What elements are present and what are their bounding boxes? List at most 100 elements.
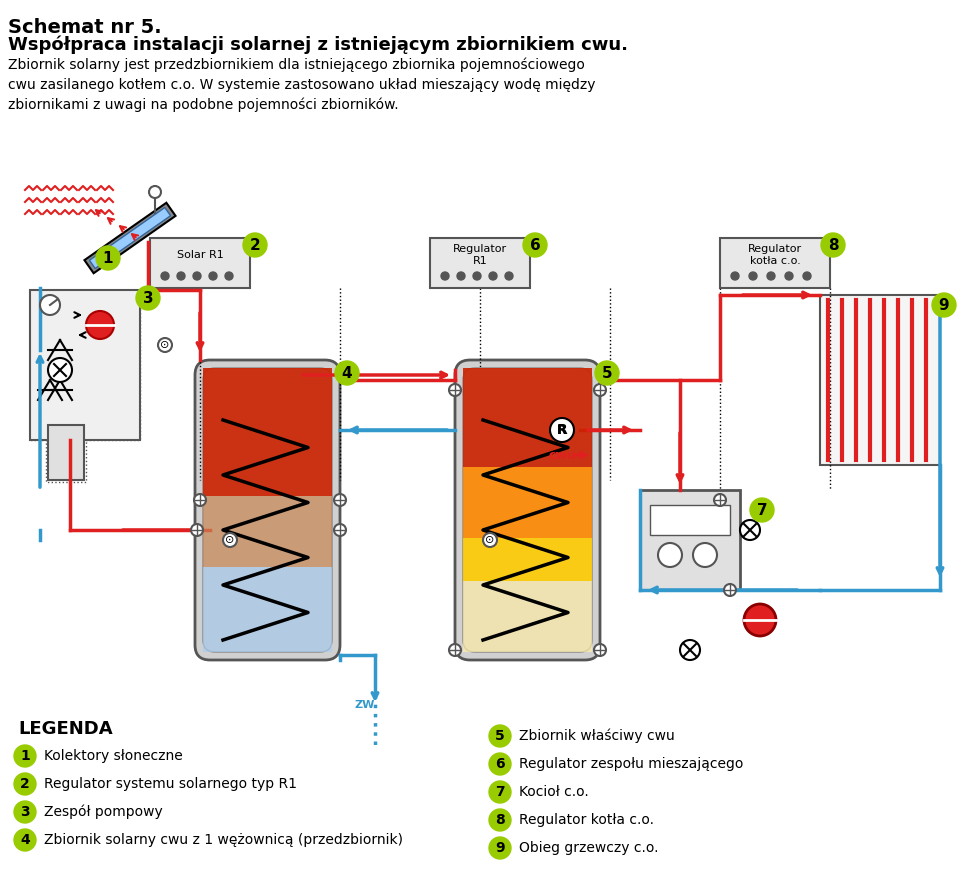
Bar	[30, 290, 140, 440]
Circle shape	[658, 543, 682, 567]
Bar	[203, 368, 332, 652]
Text: Regulator zespołu mieszającego: Regulator zespołu mieszającego	[519, 757, 743, 771]
Circle shape	[209, 272, 217, 280]
Circle shape	[14, 773, 36, 795]
FancyBboxPatch shape	[203, 368, 332, 652]
Circle shape	[223, 533, 237, 547]
Circle shape	[489, 272, 497, 280]
Circle shape	[243, 233, 267, 257]
Circle shape	[595, 361, 619, 385]
Circle shape	[750, 498, 774, 522]
Text: 8: 8	[828, 238, 838, 253]
Circle shape	[489, 837, 511, 859]
Text: Zbiornik solarny cwu z 1 wężownicą (przedzbiornik): Zbiornik solarny cwu z 1 wężownicą (prze…	[44, 833, 403, 847]
Text: R: R	[557, 423, 566, 436]
Circle shape	[193, 272, 201, 280]
Text: 2: 2	[20, 777, 30, 791]
Text: Zbiornik właściwy cwu: Zbiornik właściwy cwu	[519, 729, 675, 743]
Circle shape	[594, 384, 606, 396]
Circle shape	[449, 644, 461, 656]
Circle shape	[473, 272, 481, 280]
Text: Kolektory słoneczne: Kolektory słoneczne	[44, 749, 182, 763]
Circle shape	[550, 418, 574, 442]
Text: 1: 1	[20, 749, 30, 763]
Circle shape	[505, 272, 513, 280]
Bar	[640, 490, 740, 590]
Text: Zbiornik solarny jest przedzbiornikiem dla istniejącego zbiornika pojemnościoweg: Zbiornik solarny jest przedzbiornikiem d…	[8, 58, 595, 112]
Circle shape	[714, 494, 726, 506]
Text: Współpraca instalacji solarnej z istniejącym zbiornikiem cwu.: Współpraca instalacji solarnej z istniej…	[8, 36, 628, 55]
FancyBboxPatch shape	[195, 360, 340, 660]
Text: ⊙: ⊙	[160, 340, 170, 350]
Text: ⊙: ⊙	[226, 535, 234, 545]
Text: Regulator systemu solarnego typ R1: Regulator systemu solarnego typ R1	[44, 777, 297, 791]
Text: Regulator
kotła c.o.: Regulator kotła c.o.	[748, 244, 802, 266]
Circle shape	[932, 293, 956, 317]
Circle shape	[767, 272, 775, 280]
Bar	[720, 238, 830, 288]
Circle shape	[489, 725, 511, 747]
Circle shape	[821, 233, 845, 257]
Bar	[463, 468, 592, 538]
Circle shape	[449, 384, 461, 396]
Bar	[89, 207, 171, 268]
Text: 3: 3	[143, 291, 154, 306]
Text: 4: 4	[342, 366, 352, 381]
Bar	[150, 238, 250, 288]
Bar	[463, 368, 592, 468]
Text: 6: 6	[495, 757, 505, 771]
Circle shape	[191, 524, 203, 536]
Circle shape	[48, 358, 72, 382]
Circle shape	[225, 272, 233, 280]
Text: 2: 2	[250, 238, 260, 253]
FancyBboxPatch shape	[455, 360, 600, 660]
Circle shape	[177, 272, 185, 280]
Circle shape	[749, 272, 757, 280]
Circle shape	[489, 753, 511, 775]
Circle shape	[489, 781, 511, 803]
Circle shape	[680, 640, 700, 660]
Text: Kocioł c.o.: Kocioł c.o.	[519, 785, 588, 799]
Bar	[46, 423, 86, 482]
Circle shape	[40, 295, 60, 315]
Text: 9: 9	[939, 298, 949, 313]
Text: 9: 9	[495, 841, 505, 855]
Text: 8: 8	[495, 813, 505, 827]
Text: 7: 7	[756, 503, 767, 517]
Bar	[203, 567, 332, 652]
Circle shape	[740, 520, 760, 540]
Bar	[203, 496, 332, 567]
Text: Schemat nr 5.: Schemat nr 5.	[8, 18, 161, 37]
Circle shape	[14, 829, 36, 851]
Bar	[203, 368, 332, 496]
Bar	[463, 581, 592, 652]
Bar	[430, 238, 530, 288]
Circle shape	[334, 494, 346, 506]
Text: 5: 5	[495, 729, 505, 743]
Text: LEGENDA: LEGENDA	[18, 720, 112, 738]
Circle shape	[161, 272, 169, 280]
Circle shape	[731, 272, 739, 280]
Text: Zespół pompowy: Zespół pompowy	[44, 805, 163, 820]
Text: Regulator kotła c.o.: Regulator kotła c.o.	[519, 813, 654, 827]
Bar	[820, 295, 940, 465]
Bar	[463, 368, 592, 652]
Circle shape	[724, 584, 736, 596]
Bar	[48, 425, 84, 480]
Circle shape	[803, 272, 811, 280]
Bar	[463, 538, 592, 581]
Circle shape	[489, 809, 511, 831]
Circle shape	[335, 361, 359, 385]
Text: cwu: cwu	[548, 449, 576, 462]
Circle shape	[86, 311, 114, 339]
Circle shape	[483, 533, 497, 547]
Bar	[650, 505, 730, 535]
Circle shape	[457, 272, 465, 280]
Circle shape	[523, 233, 547, 257]
Circle shape	[785, 272, 793, 280]
Bar	[84, 203, 176, 273]
Text: R: R	[557, 423, 567, 437]
Text: 7: 7	[495, 785, 505, 799]
Circle shape	[334, 524, 346, 536]
FancyBboxPatch shape	[463, 368, 592, 652]
